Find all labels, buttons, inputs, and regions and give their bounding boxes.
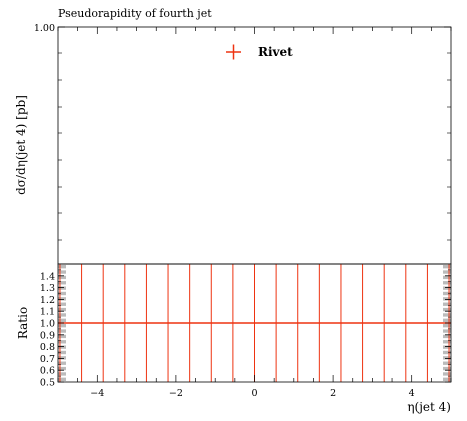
ratio-ytick-label: 1.3 [40,283,55,294]
ratio-band-segment [58,334,66,339]
ratio-y-ticks: 0.50.60.70.80.91.01.11.21.31.4 [40,269,451,389]
ratio-band-segment [443,334,451,339]
ratio-band-segment [58,372,66,376]
main-panel: 1.00 dσ/dη(jet 4) [pb] Rivet [14,23,452,265]
chart-title: Pseudorapidity of fourth jet [58,7,212,20]
ratio-band-segment [443,265,451,269]
ratio-band-segment [443,350,451,355]
ratio-ytick-label: 0.6 [40,366,55,377]
ratio-band-segment [443,302,451,306]
ratio-ytick-label: 1.0 [40,319,55,330]
main-ytick-label: 1.00 [34,23,55,34]
xtick-label: 2 [330,388,336,399]
ratio-band-segment [58,350,66,355]
ratio-ytick-label: 1.4 [40,271,55,282]
ratio-ytick-label: 1.1 [40,307,55,318]
ratio-band-segment [443,340,451,344]
ratio-band-segment [443,286,451,290]
legend-label: Rivet [258,45,293,59]
ratio-y-axis-label: Ratio [16,307,30,339]
x-ticks: −4 −2 0 2 4 [57,27,452,399]
ratio-band-segment [58,366,66,371]
ratio-band-segment [443,345,451,349]
ratio-ytick-label: 0.5 [40,378,55,389]
ratio-ytick-label: 0.9 [40,330,55,341]
ratio-band-segment [58,345,66,349]
ratio-band-segment [58,356,66,360]
xtick-label: −2 [169,388,183,399]
legend: Rivet [226,44,293,60]
ratio-band-segment [443,356,451,360]
ratio-ytick-label: 1.2 [40,295,55,306]
xtick-label: 0 [251,388,257,399]
main-y-ticks [58,26,451,241]
ratio-ytick-label: 0.7 [40,354,55,365]
ratio-band-segment [443,281,451,285]
ratio-panel: 0.50.60.70.80.91.01.11.21.31.4 Ratio −4−… [16,27,452,414]
ratio-band-segment [58,329,66,333]
xtick-label: −4 [90,388,104,399]
ratio-error-band [58,265,451,381]
main-panel-frame [57,26,452,265]
ratio-band-segment [443,361,451,365]
ratio-band-segment [58,281,66,285]
ratio-ytick-label: 0.8 [40,342,55,353]
ratio-band-segment [58,361,66,365]
ratio-band-segment [58,377,66,381]
ratio-band-segment [443,297,451,301]
ratio-band-segment [58,313,66,317]
ratio-band-segment [58,302,66,306]
legend-marker [226,44,241,60]
xtick-label: 4 [409,388,415,399]
ratio-band-segment [443,372,451,376]
ratio-band-segment [58,286,66,290]
ratio-band-segment [58,291,66,296]
ratio-band-segment [58,324,66,328]
ratio-band-segment [443,377,451,381]
ratio-band-segment [443,270,451,274]
main-y-axis-label: dσ/dη(jet 4) [pb] [14,95,28,195]
ratio-band-segment [443,307,451,312]
ratio-band-segment [58,318,66,322]
ratio-band-segment [443,275,451,280]
ratio-band-segment [443,324,451,328]
ratio-band-segment [58,265,66,269]
ratio-band-segment [443,291,451,296]
ratio-band-segment [443,313,451,317]
ratio-band-segment [443,329,451,333]
ratio-band-segment [443,366,451,371]
ratio-band-segment [58,307,66,312]
ratio-band-segment [58,270,66,274]
ratio-band-segment [58,340,66,344]
ratio-band-segment [58,275,66,280]
x-axis-label: η(jet 4) [407,400,451,414]
ratio-band-segment [58,297,66,301]
ratio-band-segment [443,318,451,322]
